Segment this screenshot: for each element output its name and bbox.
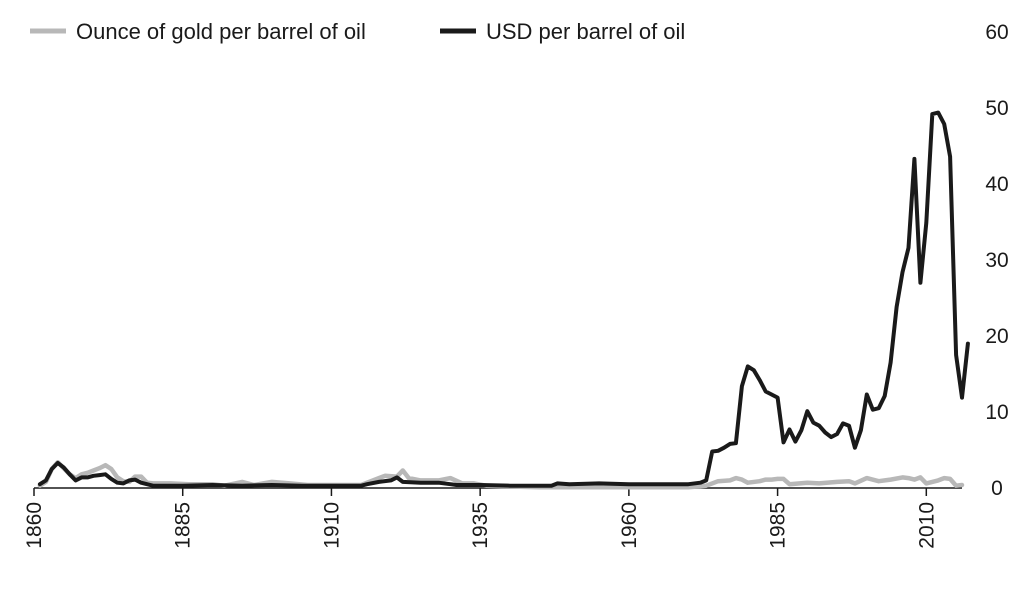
- chart-axes: 1860 1885 1910 1935 1960 1985 2010 0 10 20 30 40 50 6…: [23, 21, 1009, 549]
- x-tick-label: 2010: [915, 502, 938, 549]
- y-tick-label: 50: [985, 97, 1008, 120]
- legend-label-usd: USD per barrel of oil: [486, 19, 685, 44]
- y-tick-label: 60: [985, 21, 1008, 44]
- x-tick-label: 1910: [320, 502, 343, 549]
- x-tick-label: 1960: [618, 502, 641, 549]
- series-line-gold: [37, 459, 965, 490]
- y-tick-label: 40: [985, 173, 1008, 196]
- legend-label-gold: Ounce of gold per barrel of oil: [76, 19, 366, 44]
- x-tick-label: 1985: [767, 502, 790, 549]
- chart-series: [37, 110, 970, 490]
- y-tick-label: 10: [985, 401, 1008, 424]
- y-tick-label: 0: [991, 477, 1003, 500]
- y-tick-label: 30: [985, 249, 1008, 272]
- x-tick-label: 1935: [469, 502, 492, 549]
- series-line-usd: [37, 110, 970, 488]
- y-tick-label: 20: [985, 325, 1008, 348]
- x-tick-label: 1885: [172, 502, 195, 549]
- chart-legend: Ounce of gold per barrel of oil USD per …: [30, 19, 685, 44]
- x-tick-label: 1860: [23, 502, 46, 549]
